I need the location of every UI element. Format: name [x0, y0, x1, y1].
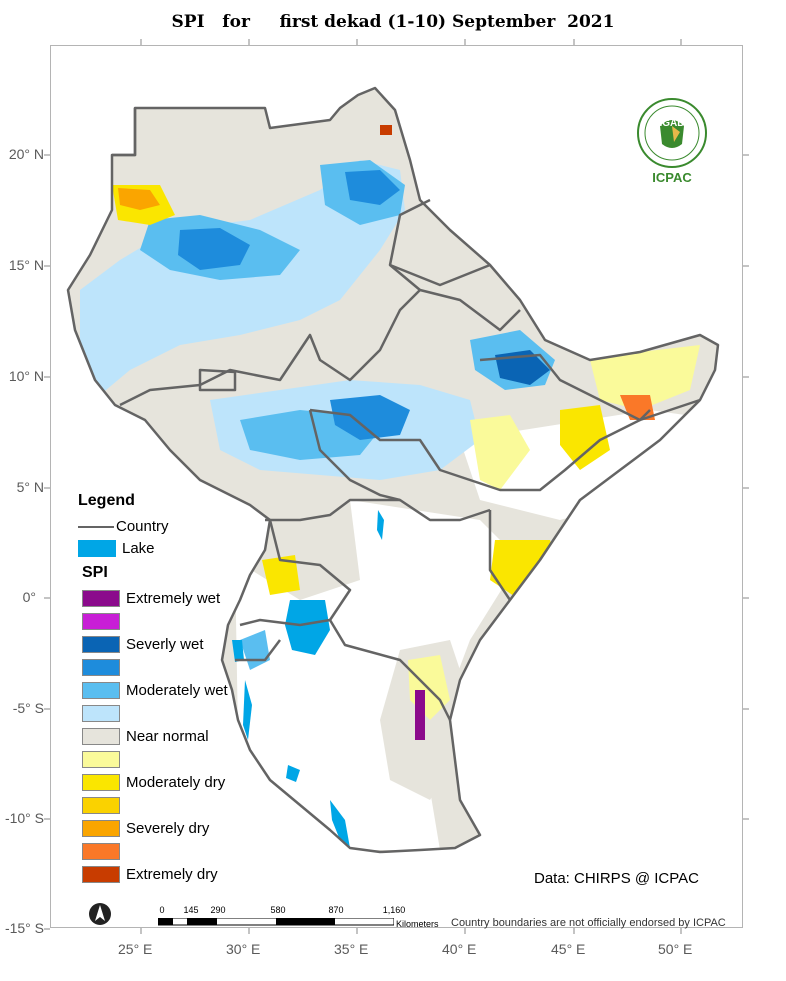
spi-swatch	[82, 613, 120, 630]
lat-label: -10° S	[4, 810, 44, 826]
scale-bar: 0 145 290 580 870 1,160 Kilometers	[158, 905, 439, 935]
spi-legend-row: Severly wet	[82, 636, 204, 653]
scale-tick-label: 290	[210, 905, 226, 915]
country-borders	[66, 86, 720, 854]
lat-label: 5° N	[16, 479, 44, 495]
spi-legend-row: Near normal	[82, 728, 209, 745]
spi-swatch	[82, 636, 120, 653]
spi-legend-row: Extremely wet	[82, 590, 220, 607]
lon-label: 25° E	[118, 941, 153, 957]
spi-legend-row: Severely dry	[82, 820, 209, 837]
spi-swatch	[82, 797, 120, 814]
spi-legend-row	[82, 843, 126, 860]
map-title: SPI for first dekad (1-10) September 202…	[171, 12, 615, 32]
spi-swatch	[82, 774, 120, 791]
map-frame	[50, 45, 743, 928]
lakes	[232, 510, 384, 848]
spi-legend-row: Extremely dry	[82, 866, 218, 883]
lon-label: 35° E	[334, 941, 369, 957]
spi-class-label: Moderately dry	[126, 774, 226, 791]
scale-unit: Kilometers	[396, 919, 439, 929]
spi-swatch	[82, 751, 120, 768]
lon-label: 30° E	[226, 941, 261, 957]
spi-swatch	[82, 728, 120, 745]
lake-swatch	[78, 540, 116, 557]
legend-lake: Lake	[78, 540, 155, 557]
lat-label: -15° S	[4, 920, 44, 936]
spi-legend-row	[82, 613, 126, 630]
scale-tick-label: 145	[183, 905, 199, 915]
country-line-icon	[78, 525, 114, 528]
spi-class-label: Severly wet	[126, 636, 204, 653]
spi-class-label: Moderately wet	[126, 682, 228, 699]
scale-tick-label: 1,160	[382, 905, 406, 915]
scale-bar-graphic	[158, 918, 394, 926]
lat-label: 10° N	[8, 368, 44, 384]
spi-class-label: Extremely dry	[126, 866, 218, 883]
spi-class-label: Extremely wet	[126, 590, 221, 607]
spi-legend-row	[82, 659, 126, 676]
spi-swatch	[82, 820, 120, 837]
lat-label: 0°	[22, 589, 36, 605]
scale-tick-label: 0	[159, 905, 165, 915]
spi-class-label: Severely dry	[126, 820, 210, 837]
disclaimer: Country boundaries are not officially en…	[451, 917, 726, 929]
lon-label: 50° E	[658, 941, 693, 957]
spi-swatch	[82, 866, 120, 883]
spi-class-label: Near normal	[126, 728, 209, 745]
icpac-logo: IGAD ICPAC	[632, 96, 712, 186]
spi-swatch	[82, 705, 120, 722]
north-arrow-icon	[89, 903, 111, 925]
spi-legend-row	[82, 705, 126, 722]
spi-legend-title: SPI	[82, 564, 108, 581]
spi-legend-row	[82, 797, 126, 814]
spi-legend-row: Moderately dry	[82, 774, 225, 791]
lat-label: -5° S	[12, 700, 44, 716]
spi-swatch	[82, 590, 120, 607]
lat-label: 20° N	[8, 146, 44, 162]
spi-swatch	[82, 682, 120, 699]
legend-country: Country	[78, 518, 169, 535]
spi-swatch	[82, 843, 120, 860]
svg-text:IGAD: IGAD	[660, 118, 685, 129]
data-credit: Data: CHIRPS @ ICPAC	[534, 870, 699, 887]
lat-label: 15° N	[8, 257, 44, 273]
spi-legend-row	[82, 751, 126, 768]
spi-legend-row: Moderately wet	[82, 682, 228, 699]
lon-label: 40° E	[442, 941, 477, 957]
map-legend: Legend Country Lake SPI Extremely wet Sev…	[78, 492, 228, 883]
scale-tick-label: 580	[270, 905, 286, 915]
spi-swatch	[82, 659, 120, 676]
logo-name: ICPAC	[652, 170, 692, 185]
legend-title: Legend	[78, 492, 135, 509]
lon-label: 45° E	[551, 941, 586, 957]
graticule-ticks	[44, 39, 749, 934]
scale-tick-label: 870	[328, 905, 344, 915]
igad-emblem-icon: IGAD	[637, 98, 707, 168]
